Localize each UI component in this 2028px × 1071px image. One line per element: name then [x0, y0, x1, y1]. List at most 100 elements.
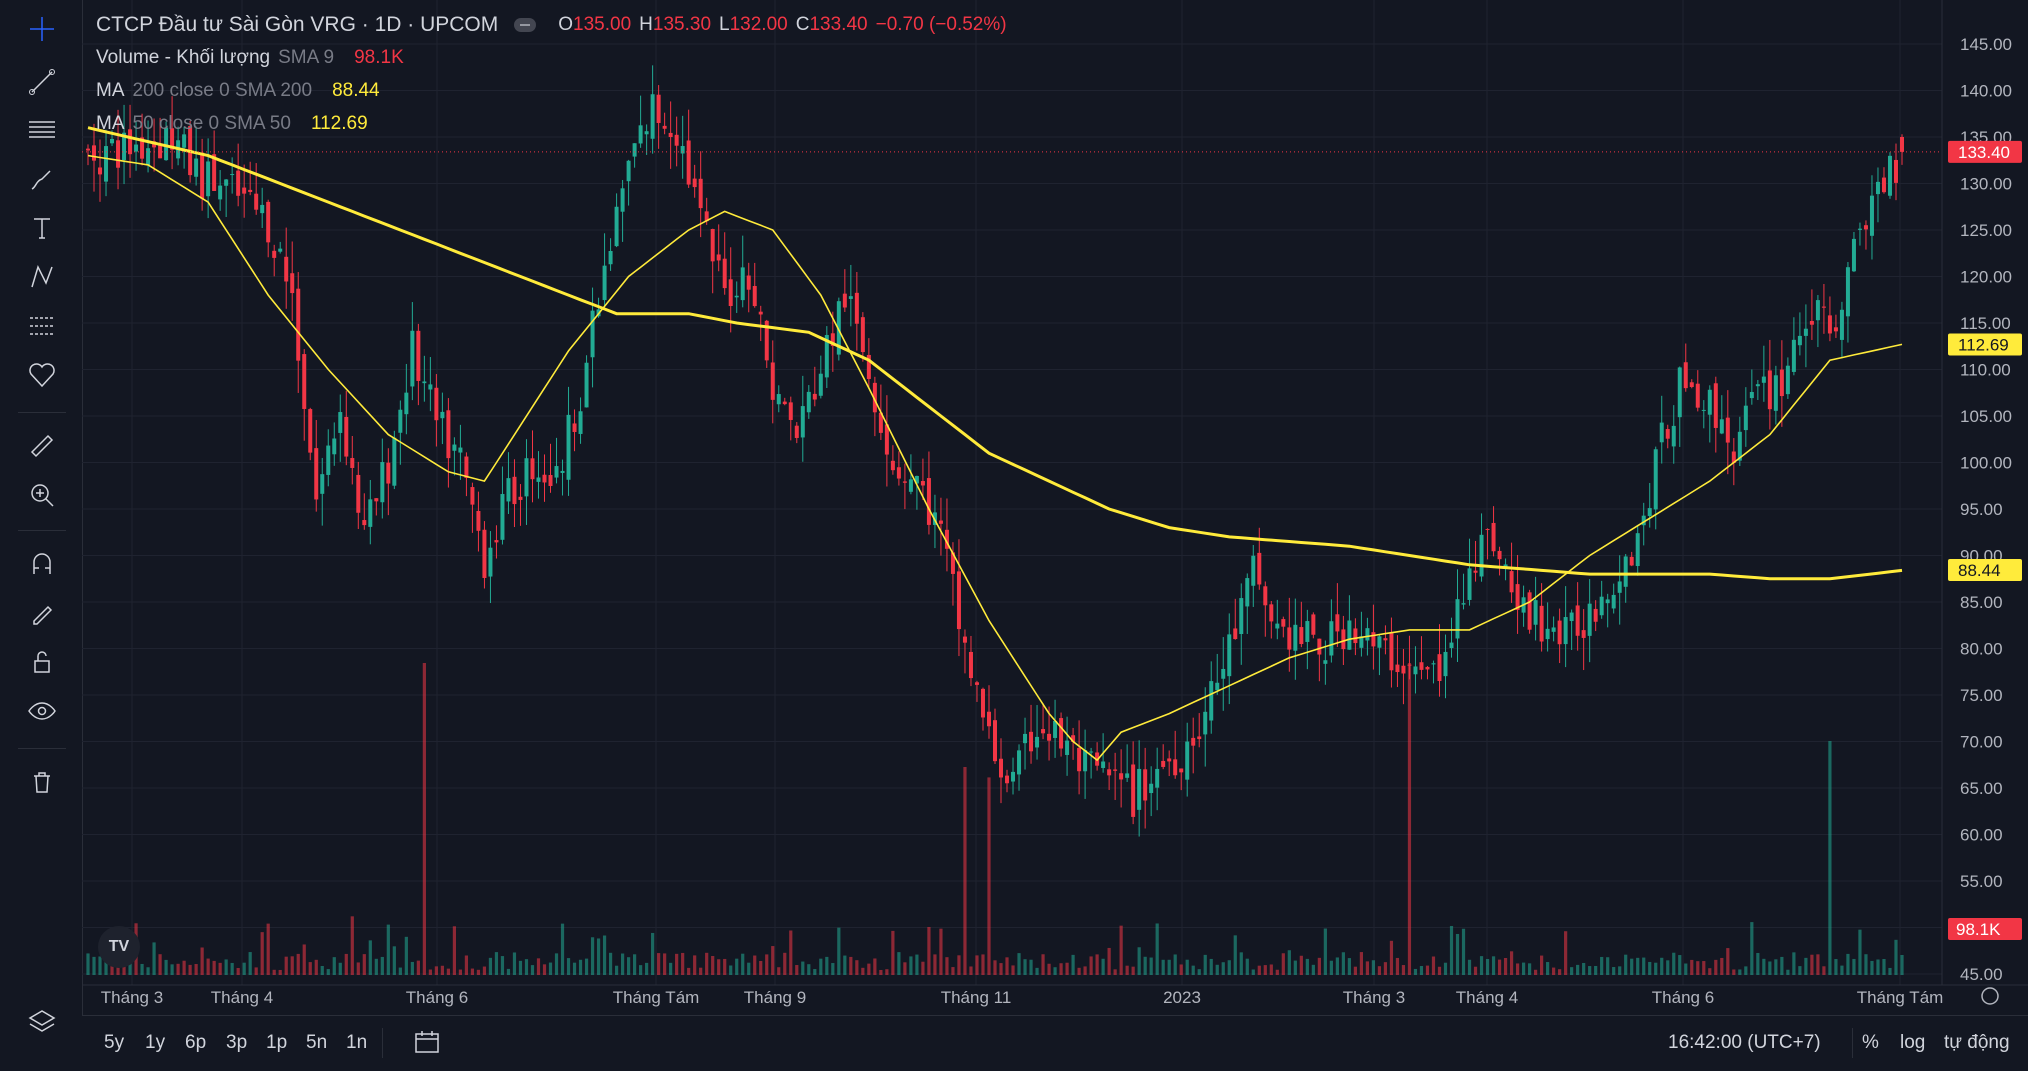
- volume-bar: [1443, 962, 1448, 975]
- candle-body: [608, 250, 613, 265]
- change-value: −0.70 (−0.52%): [875, 13, 1007, 35]
- candle-body: [1233, 628, 1238, 640]
- pattern-icon[interactable]: [21, 256, 63, 298]
- zoom-in-icon[interactable]: [21, 474, 63, 516]
- lock-drawing-icon[interactable]: [21, 592, 63, 634]
- volume-bar: [1185, 959, 1189, 975]
- log-toggle[interactable]: log: [1900, 1032, 1926, 1053]
- clock-time[interactable]: 16:42:00 (UTC+7): [1668, 1032, 1821, 1053]
- crosshair-icon[interactable]: [21, 8, 63, 50]
- candle-body: [116, 140, 121, 168]
- trend-line-icon[interactable]: [21, 61, 63, 103]
- volume-bar: [963, 767, 967, 975]
- candle-body: [962, 636, 967, 643]
- volume-legend[interactable]: Volume - Khối lượng SMA 9 98.1K: [96, 41, 1007, 74]
- volume-bar: [302, 944, 306, 975]
- volume-bar: [1726, 948, 1730, 975]
- volume-bar: [1377, 966, 1382, 975]
- volume-bar: [506, 968, 511, 975]
- heart-icon[interactable]: [21, 354, 63, 396]
- volume-tag-bg: [1948, 918, 2022, 940]
- time-tick-label: Tháng 11: [941, 988, 1012, 1007]
- unlock-icon[interactable]: [21, 641, 63, 683]
- volume-bar: [1485, 958, 1490, 975]
- candle-body: [1179, 768, 1184, 773]
- volume-bar: [1624, 954, 1628, 975]
- candle-body: [1533, 600, 1538, 625]
- volume-bar: [1636, 957, 1640, 975]
- range-3m[interactable]: 3p: [226, 1032, 248, 1053]
- volume-bar: [200, 947, 204, 975]
- trash-icon[interactable]: [21, 761, 63, 803]
- volume-bar: [657, 953, 661, 975]
- volume-bar: [1642, 957, 1646, 975]
- ma200-legend[interactable]: MA 200 close 0 SMA 200 88.44: [96, 74, 1007, 107]
- volume-bar: [1750, 922, 1754, 975]
- volume-bar: [1846, 953, 1850, 975]
- magnet-icon[interactable]: [21, 543, 63, 585]
- volume-bar: [170, 964, 174, 975]
- ruler-icon[interactable]: [21, 425, 63, 467]
- percent-toggle[interactable]: %: [1862, 1032, 1879, 1053]
- settings-icon[interactable]: [1981, 987, 1999, 1005]
- candle-body: [1071, 735, 1076, 742]
- date-range-icon[interactable]: [412, 1028, 442, 1058]
- volume-bar: [1594, 965, 1598, 975]
- volume-bar: [1059, 963, 1063, 975]
- minus-icon[interactable]: [514, 17, 537, 32]
- candle-body: [1425, 666, 1430, 670]
- layers-icon[interactable]: [21, 1000, 63, 1042]
- bottom-bar: 5y 1y 6p 3p 1p 5n 1n 16:42:00 (UTC+7) % …: [82, 1015, 2028, 1071]
- candle-body: [1449, 642, 1454, 649]
- volume-bar: [1588, 966, 1592, 975]
- text-icon[interactable]: [21, 207, 63, 249]
- price-chart[interactable]: 145.00 140.00 135.00 130.00 125.00 120.00 115.…: [82, 0, 2028, 1015]
- candle-body: [1119, 773, 1124, 780]
- range-1m[interactable]: 1p: [266, 1032, 288, 1053]
- chart-area[interactable]: 145.00 140.00 135.00 130.00 125.00 120.00 115.…: [82, 0, 2028, 1070]
- volume-bar: [1702, 961, 1706, 975]
- volume-bar: [723, 958, 727, 975]
- candle-body: [1749, 392, 1754, 399]
- range-5d[interactable]: 5n: [306, 1032, 328, 1053]
- ma50-legend[interactable]: MA 50 close 0 SMA 50 112.69: [96, 107, 1007, 140]
- candle-body: [824, 334, 829, 378]
- volume-bar: [825, 956, 829, 975]
- volume-bar: [1431, 956, 1436, 975]
- volume-bar: [1540, 955, 1544, 975]
- volume-name: Volume - Khối lượng: [96, 46, 271, 68]
- range-6m[interactable]: 6p: [185, 1032, 207, 1053]
- tradingview-logo[interactable]: TV: [98, 926, 140, 968]
- candle-body: [896, 467, 901, 479]
- candle-body: [1413, 666, 1418, 675]
- candle-body: [818, 373, 823, 396]
- volume-bar: [1251, 969, 1255, 975]
- candle-body: [1161, 760, 1166, 767]
- candle-body: [98, 167, 103, 175]
- fib-retracement-icon[interactable]: [21, 109, 63, 151]
- volume-bar: [1870, 960, 1874, 975]
- range-1d[interactable]: 1n: [346, 1032, 368, 1053]
- range-1y[interactable]: 1y: [145, 1032, 166, 1053]
- volume-bar: [873, 958, 877, 975]
- volume-bar: [1149, 957, 1153, 975]
- prediction-icon[interactable]: [21, 305, 63, 347]
- candle-body: [1239, 598, 1244, 635]
- candle-body: [1155, 768, 1160, 788]
- eye-icon[interactable]: [21, 690, 63, 732]
- candle-body: [494, 540, 499, 543]
- candle-body: [200, 152, 205, 199]
- candle-body: [1485, 529, 1490, 531]
- volume-bar: [1864, 954, 1868, 975]
- symbol-title[interactable]: CTCP Đầu tư Sài Gòn VRG · 1D · UPCOM: [96, 12, 499, 36]
- range-5y[interactable]: 5y: [104, 1032, 125, 1053]
- candle-body: [320, 474, 325, 494]
- candle-body: [566, 414, 571, 480]
- candle-body: [1593, 608, 1598, 622]
- volume-bar: [602, 935, 607, 975]
- brush-icon[interactable]: [21, 158, 63, 200]
- candle-body: [1137, 768, 1142, 810]
- auto-toggle[interactable]: tự động: [1944, 1032, 2010, 1053]
- candle-body: [1539, 605, 1544, 642]
- candle-body: [1695, 383, 1700, 408]
